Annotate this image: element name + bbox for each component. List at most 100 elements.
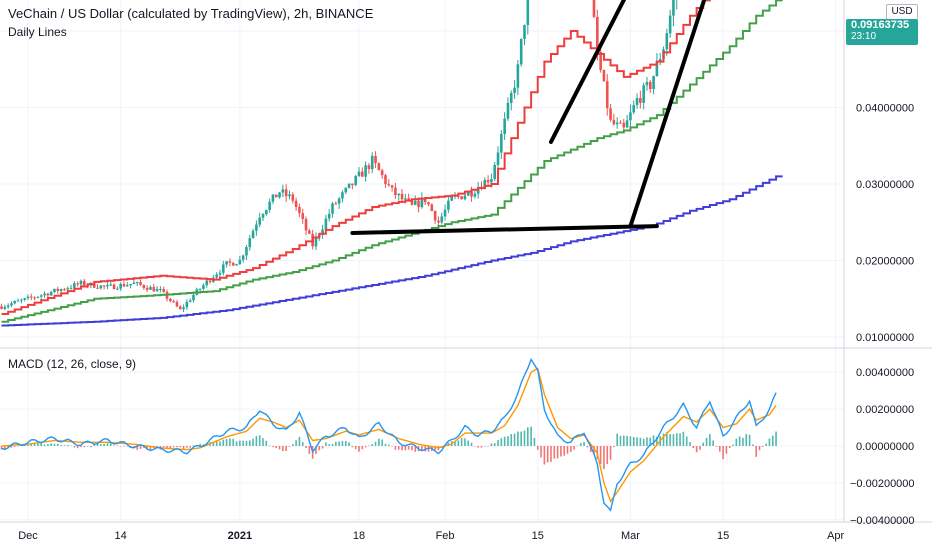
macd-histogram-bar: [162, 446, 165, 448]
macd-histogram-bar: [7, 446, 9, 448]
macd-histogram-bar: [368, 445, 370, 447]
macd-histogram-bar: [722, 446, 724, 460]
last-price-tag: 0.09163735 23:10: [846, 19, 918, 45]
macd-histogram-bar: [371, 444, 374, 446]
macd-histogram-bar: [454, 441, 456, 446]
macd-histogram-bar: [493, 443, 496, 446]
macd-histogram-bar: [510, 434, 513, 446]
time-tick-label: 15: [532, 530, 544, 542]
macd-indicator-label[interactable]: MACD (12, 26, close, 9): [8, 357, 137, 371]
macd-histogram-bar: [702, 442, 705, 446]
candle-body: [642, 85, 645, 103]
drawn-trendline: [350, 224, 659, 235]
candle-body: [76, 283, 79, 285]
macd-histogram-bar: [603, 446, 605, 470]
macd-histogram-bar: [523, 430, 526, 446]
macd-histogram-bar: [4, 446, 6, 450]
macd-histogram-bar: [715, 446, 718, 447]
candle-body: [241, 255, 245, 260]
candle-body: [648, 81, 652, 90]
symbol-title[interactable]: VeChain / US Dollar (calculated by Tradi…: [8, 6, 374, 21]
candle-body: [334, 203, 338, 205]
time-tick-label: 2021: [228, 530, 252, 542]
macd-histogram-bar: [669, 434, 671, 446]
macd-histogram-bar: [387, 444, 390, 446]
candle-body: [344, 187, 348, 193]
macd-histogram-bar: [540, 446, 542, 458]
macd-histogram-bar: [718, 446, 721, 452]
macd-tick-label: 0.00200000: [856, 404, 914, 416]
macd-histogram-bar: [258, 435, 261, 446]
macd-histogram-bar: [30, 443, 33, 446]
macd-histogram-bar: [619, 435, 622, 446]
candle-body: [632, 105, 636, 113]
candle-body: [56, 288, 60, 292]
macd-histogram-bar: [149, 446, 152, 450]
price-tick-label: 0.04000000: [856, 103, 914, 115]
macd-histogram-bar: [341, 441, 344, 446]
macd-histogram-bar: [705, 437, 708, 446]
macd-histogram-bar: [599, 446, 602, 465]
macd-histogram-bar: [0, 446, 3, 450]
candle-body: [33, 297, 36, 299]
macd-histogram-bar: [692, 446, 695, 449]
candle-body: [390, 185, 394, 188]
macd-histogram: [0, 426, 777, 470]
candle-body: [122, 283, 126, 287]
macd-histogram-bar: [543, 446, 546, 465]
candle-body: [665, 33, 669, 50]
macd-histogram-bar: [47, 444, 49, 446]
candle-body: [225, 261, 228, 265]
indicator-label[interactable]: Daily Lines: [8, 25, 67, 39]
macd-histogram-bar: [358, 446, 360, 452]
macd-histogram-bar: [460, 438, 463, 446]
macd-histogram-bar: [331, 443, 334, 446]
candle-body: [470, 191, 473, 197]
macd-histogram-bar: [679, 433, 681, 446]
macd-histogram-bar: [487, 446, 489, 447]
macd-histogram-bar: [507, 436, 509, 446]
candle-body: [172, 301, 175, 303]
currency-badge[interactable]: USD: [886, 4, 918, 20]
macd-histogram-bar: [752, 444, 754, 446]
candle-body: [155, 289, 159, 292]
candle-body: [221, 264, 225, 273]
candle-body: [324, 218, 328, 230]
candle-body: [46, 293, 50, 296]
macd-histogram-bar: [685, 436, 688, 446]
candle-body: [463, 195, 467, 200]
drawn-trendline: [628, 0, 707, 229]
candle-body: [496, 152, 500, 166]
candle-body: [347, 183, 351, 188]
candle-body: [109, 284, 113, 286]
macd-histogram-bar: [646, 437, 648, 446]
macd-histogram-bar: [742, 437, 744, 446]
candle-body: [26, 296, 30, 299]
candle-body: [473, 193, 477, 197]
macd-histogram-bar: [328, 444, 331, 446]
candle-body: [357, 171, 361, 176]
macd-histogram-bar: [576, 445, 579, 447]
candle-body: [500, 133, 503, 153]
candle-body: [284, 189, 288, 197]
macd-histogram-bar: [315, 446, 317, 455]
candle-body: [427, 202, 430, 205]
macd-histogram-bar: [623, 435, 625, 446]
macd-histogram-bar: [225, 439, 228, 446]
candle-body: [430, 204, 434, 211]
candle-body: [615, 122, 619, 125]
candle-body: [394, 187, 397, 196]
macd-histogram-bar: [90, 446, 92, 448]
candle-body: [361, 171, 364, 177]
candle-body: [159, 288, 162, 290]
macd-histogram-bar: [305, 446, 307, 449]
candle-body: [397, 193, 401, 196]
signal-line: [1, 367, 777, 503]
candle-body: [36, 296, 40, 298]
macd-histogram-bar: [186, 446, 188, 448]
macd-tick-label: 0.00000000: [856, 441, 914, 453]
macd-histogram-bar: [609, 446, 612, 460]
candle-body: [245, 247, 248, 256]
macd-histogram-bar: [265, 440, 268, 446]
